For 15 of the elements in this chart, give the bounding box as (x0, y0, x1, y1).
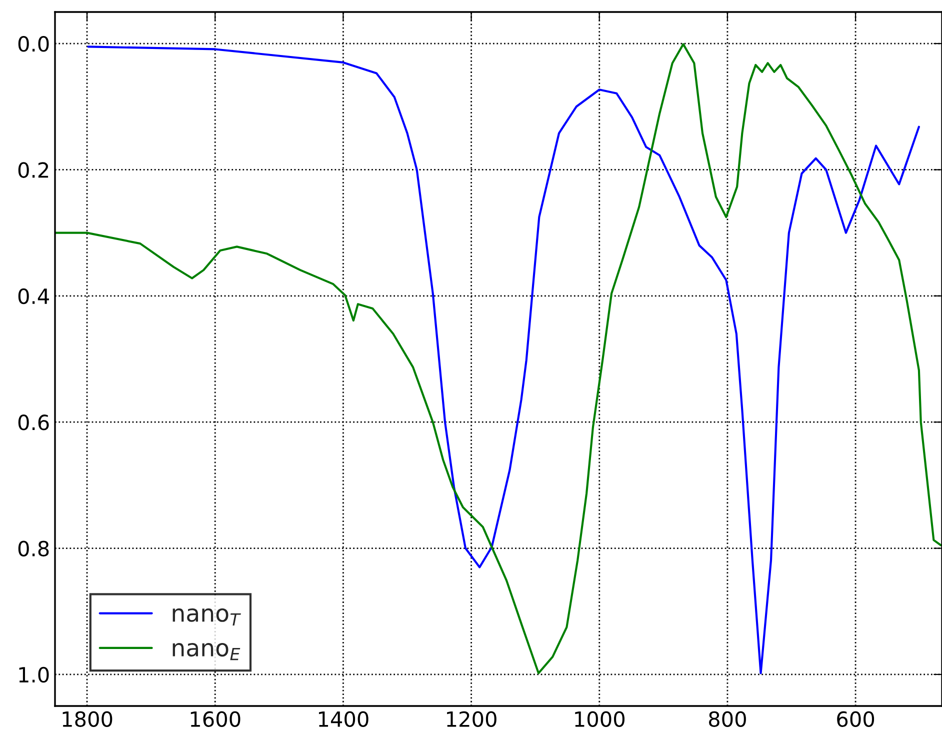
y-tick-label: 1.0 (19, 666, 49, 683)
y-tick-label: 0.6 (18, 414, 49, 430)
x-tick-label: 800 (708, 711, 746, 727)
x-tick-label: 600 (837, 711, 874, 727)
y-tick-label: 0.0 (18, 36, 49, 52)
legend-label: nano$_{T}$ (172, 608, 241, 626)
legend-label: nano$_{E}$ (172, 643, 240, 660)
y-tick-label: 0.2 (18, 162, 48, 178)
x-tick-label: 1800 (62, 711, 112, 727)
x-tick-label: 1600 (190, 711, 240, 727)
x-tick-label: 1400 (318, 711, 368, 727)
y-tick-label: 0.4 (18, 288, 49, 304)
x-tick-label: 1000 (575, 711, 624, 727)
x-tick-label: 1200 (447, 711, 496, 727)
y-tick-label: 0.8 (18, 540, 49, 556)
